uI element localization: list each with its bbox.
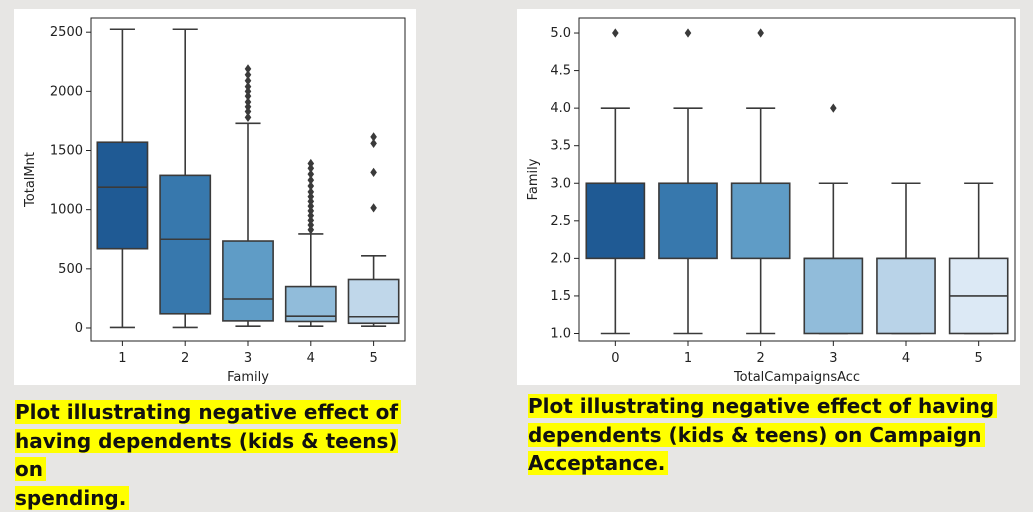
caption-right-line-3: Acceptance. bbox=[528, 451, 669, 475]
outlier-point bbox=[307, 163, 315, 173]
y-tick-label: 3.5 bbox=[550, 139, 571, 154]
y-axis-title: TotalMnt bbox=[23, 152, 38, 208]
y-tick-label: 1000 bbox=[50, 203, 83, 218]
y-tick-label: 2.5 bbox=[550, 214, 571, 229]
y-tick-label: 500 bbox=[58, 262, 83, 277]
x-tick-label: 3 bbox=[244, 351, 252, 366]
box-1 bbox=[96, 141, 149, 250]
y-tick-label: 0 bbox=[75, 321, 83, 336]
box-1 bbox=[658, 182, 718, 260]
outlier-point bbox=[244, 70, 252, 80]
x-tick-label: 2 bbox=[757, 351, 765, 366]
caption-right: Plot illustrating negative effect of hav… bbox=[528, 392, 998, 478]
x-tick-label: 5 bbox=[369, 351, 377, 366]
outlier-point bbox=[244, 82, 252, 92]
outlier-point bbox=[757, 28, 764, 38]
campaign-boxplot-panel: 1.0 1.5 2.0 2.5 3.0 3.5 4.0 4.5 5.0 0 1 2 3 4 5 TotalCa… bbox=[517, 9, 1020, 385]
box-2 bbox=[730, 182, 791, 260]
outlier-point bbox=[244, 102, 252, 112]
outlier-point bbox=[307, 210, 315, 221]
y-tick-label: 2.0 bbox=[550, 251, 571, 266]
caption-left-line-3: spending. bbox=[15, 485, 130, 510]
outlier-point bbox=[307, 175, 315, 185]
outlier-point bbox=[370, 167, 377, 178]
outlier-point bbox=[684, 28, 692, 38]
x-tick-label: 5 bbox=[975, 351, 983, 366]
plot-frame bbox=[578, 17, 1016, 342]
outlier-point bbox=[244, 86, 252, 96]
outlier-point bbox=[370, 138, 377, 149]
x-axis-title: Family bbox=[227, 370, 269, 385]
caption-right-line-2: dependents (kids & teens) on Campaign bbox=[528, 422, 985, 447]
y-tick-label: 3.0 bbox=[550, 176, 571, 191]
x-tick-label: 2 bbox=[181, 351, 189, 366]
outlier-point bbox=[830, 103, 837, 113]
outlier-point bbox=[307, 158, 315, 169]
x-tick-label: 1 bbox=[118, 351, 126, 366]
outlier-point bbox=[307, 206, 315, 216]
outlier-point bbox=[244, 97, 252, 107]
outlier-point bbox=[307, 196, 315, 206]
caption-right-line-1: Plot illustrating negative effect of hav… bbox=[528, 394, 998, 418]
outlier-point bbox=[307, 192, 315, 202]
spending-boxplot: 0 500 1000 1500 2000 2500 1 2 3 4 5 Family TotalMnt bbox=[23, 17, 406, 385]
x-tick-label: 4 bbox=[902, 351, 910, 366]
caption-left: Plot illustrating negative effect of hav… bbox=[15, 398, 435, 512]
y-tick-label: 1500 bbox=[50, 144, 83, 159]
campaign-boxplot: 1.0 1.5 2.0 2.5 3.0 3.5 4.0 4.5 5.0 0 1 2 3 4 5 TotalCa… bbox=[526, 17, 1016, 385]
y-tick-label: 2000 bbox=[50, 84, 83, 99]
caption-left-line-1: Plot illustrating negative effect of bbox=[15, 400, 402, 424]
outlier-point bbox=[244, 76, 252, 86]
outlier-point bbox=[370, 132, 377, 142]
x-tick-label: 4 bbox=[307, 351, 315, 366]
box-3 bbox=[803, 257, 864, 335]
box-4 bbox=[876, 257, 936, 335]
y-tick-label: 1.0 bbox=[550, 326, 571, 341]
spending-boxplot-panel: 0 500 1000 1500 2000 2500 1 2 3 4 5 Family TotalMnt bbox=[14, 9, 416, 385]
outlier-point bbox=[370, 203, 377, 213]
x-tick-label: 3 bbox=[829, 351, 837, 366]
y-tick-label: 5.0 bbox=[550, 26, 571, 41]
outlier-point bbox=[307, 201, 315, 211]
y-axis-title: Family bbox=[526, 158, 541, 200]
y-tick-label: 4.5 bbox=[550, 64, 571, 79]
outlier-point bbox=[244, 91, 252, 101]
box-0 bbox=[585, 182, 646, 260]
outlier-point bbox=[244, 106, 252, 117]
outlier-point bbox=[307, 225, 315, 235]
outlier-point bbox=[244, 112, 252, 122]
box-2 bbox=[159, 174, 212, 315]
box-3 bbox=[222, 240, 274, 322]
outlier-point bbox=[244, 64, 252, 74]
caption-left-line-2: having dependents (kids & teens) on bbox=[15, 428, 398, 481]
x-tick-label: 0 bbox=[611, 351, 619, 366]
y-tick-label: 2500 bbox=[50, 25, 83, 40]
outlier-point bbox=[307, 187, 315, 197]
x-tick-label: 1 bbox=[684, 351, 692, 366]
outlier-point bbox=[307, 220, 315, 230]
outlier-point bbox=[612, 28, 619, 38]
outlier-point bbox=[307, 169, 315, 179]
x-axis-title: TotalCampaignsAcc bbox=[733, 370, 860, 385]
outlier-point bbox=[307, 215, 315, 225]
y-tick-label: 4.0 bbox=[550, 101, 571, 116]
y-tick-label: 1.5 bbox=[550, 289, 571, 304]
outlier-point bbox=[307, 181, 315, 191]
